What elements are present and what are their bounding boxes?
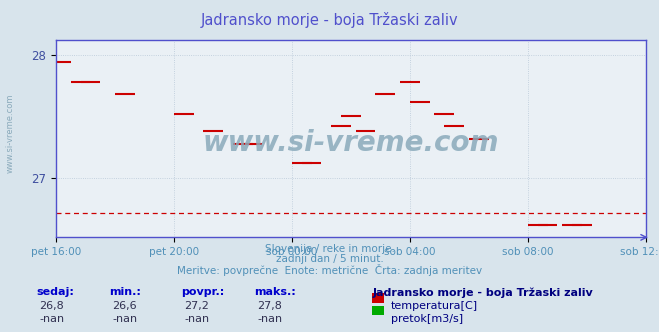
Text: -nan: -nan: [112, 314, 137, 324]
Text: 27,2: 27,2: [185, 301, 210, 311]
Text: Slovenija / reke in morje.: Slovenija / reke in morje.: [264, 244, 395, 254]
Text: Jadransko morje - boja Tržaski zaliv: Jadransko morje - boja Tržaski zaliv: [372, 287, 593, 298]
Text: -nan: -nan: [185, 314, 210, 324]
Text: 27,8: 27,8: [257, 301, 282, 311]
Text: Jadransko morje - boja Tržaski zaliv: Jadransko morje - boja Tržaski zaliv: [201, 12, 458, 28]
Text: -nan: -nan: [40, 314, 65, 324]
Text: temperatura[C]: temperatura[C]: [391, 301, 478, 311]
Text: maks.:: maks.:: [254, 287, 295, 297]
Text: sedaj:: sedaj:: [36, 287, 74, 297]
Text: www.si-vreme.com: www.si-vreme.com: [203, 128, 499, 157]
Text: 26,8: 26,8: [40, 301, 65, 311]
Text: Meritve: povprečne  Enote: metrične  Črta: zadnja meritev: Meritve: povprečne Enote: metrične Črta:…: [177, 264, 482, 276]
Text: min.:: min.:: [109, 287, 140, 297]
Text: -nan: -nan: [257, 314, 282, 324]
Text: zadnji dan / 5 minut.: zadnji dan / 5 minut.: [275, 254, 384, 264]
Text: 26,6: 26,6: [112, 301, 136, 311]
Text: pretok[m3/s]: pretok[m3/s]: [391, 314, 463, 324]
Text: www.si-vreme.com: www.si-vreme.com: [5, 93, 14, 173]
Text: povpr.:: povpr.:: [181, 287, 225, 297]
